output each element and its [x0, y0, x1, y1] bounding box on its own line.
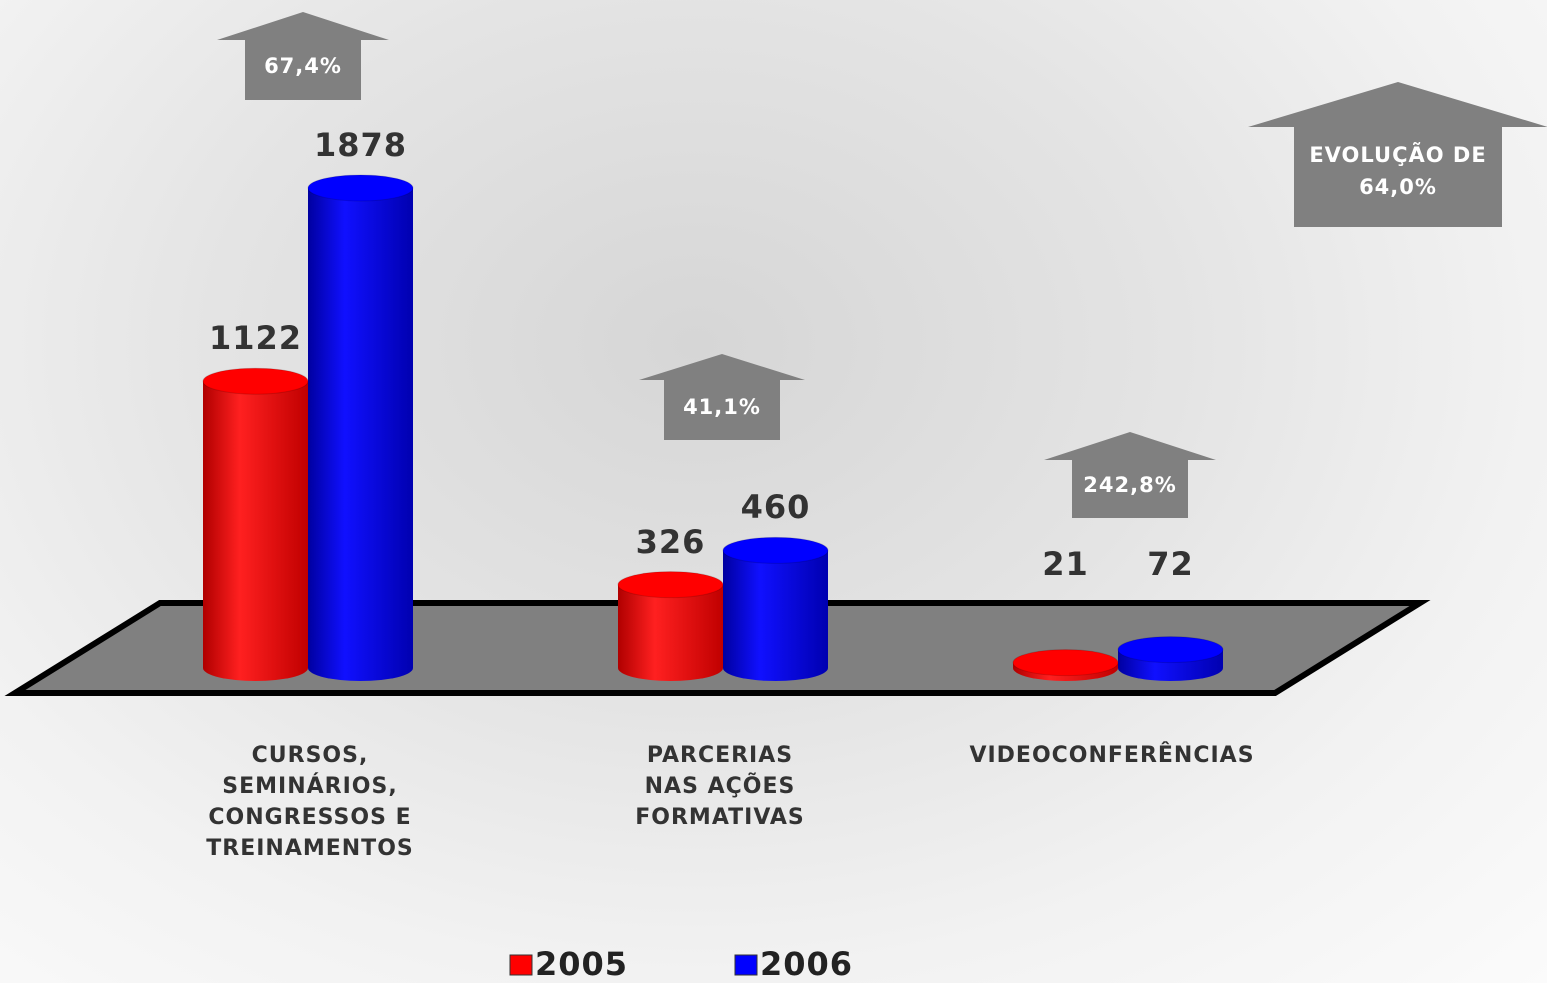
category-label: CURSOS, SEMINÁRIOS, CONGRESSOS E TREINAM… — [206, 743, 414, 861]
bar — [203, 381, 308, 668]
annotation-arrow — [639, 354, 805, 440]
annotation: EVOLUÇÃO DE 64,0% — [1309, 143, 1487, 199]
value-label: 460 — [740, 488, 811, 527]
value-label: 1878 — [313, 126, 408, 164]
legend-label: 2005 — [535, 945, 629, 983]
bar-top — [1117, 636, 1224, 664]
annotation: 242,8% — [1083, 473, 1177, 497]
category-label: PARCERIAS NAS AÇÕES FORMATIVAS — [635, 743, 805, 830]
value-label: 1122 — [208, 319, 303, 358]
annotation-arrow — [1248, 82, 1547, 227]
value-label: 21 — [1042, 545, 1089, 583]
annotation-arrow — [217, 12, 389, 100]
legend-label: 2006 — [760, 945, 854, 983]
bar — [618, 584, 723, 668]
bar-top — [307, 174, 414, 202]
legend-swatch — [509, 954, 533, 976]
annotation: 67,4% — [264, 54, 342, 78]
bar — [723, 550, 828, 668]
annotation-arrow — [1044, 432, 1216, 518]
category-label: VIDEOCONFERÊNCIAS — [969, 743, 1255, 768]
bar — [308, 188, 413, 668]
value-label: 72 — [1147, 545, 1194, 583]
bar-top — [202, 367, 309, 395]
legend-swatch — [734, 954, 758, 976]
bar-top — [1012, 649, 1119, 677]
annotation: 41,1% — [683, 395, 761, 419]
bar-top — [722, 536, 829, 564]
value-label: 326 — [635, 522, 706, 561]
bar-top — [617, 571, 724, 599]
